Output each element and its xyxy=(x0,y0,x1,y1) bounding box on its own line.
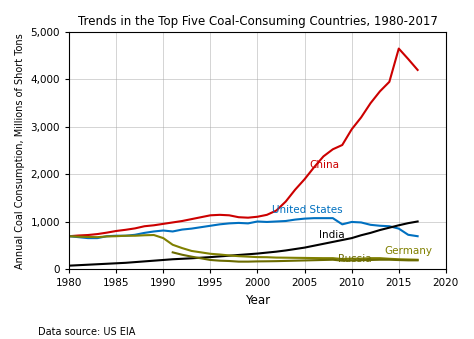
Title: Trends in the Top Five Coal-Consuming Countries, 1980-2017: Trends in the Top Five Coal-Consuming Co… xyxy=(78,15,438,28)
Text: Data source: US EIA: Data source: US EIA xyxy=(38,327,135,337)
Y-axis label: Annual Coal Consumption, Millions of Short Tons: Annual Coal Consumption, Millions of Sho… xyxy=(15,33,25,268)
Text: Russia: Russia xyxy=(337,254,371,264)
X-axis label: Year: Year xyxy=(245,294,270,307)
Text: United States: United States xyxy=(272,205,342,215)
Text: China: China xyxy=(310,160,339,170)
Text: Germany: Germany xyxy=(384,246,433,256)
Text: India: India xyxy=(319,231,344,240)
